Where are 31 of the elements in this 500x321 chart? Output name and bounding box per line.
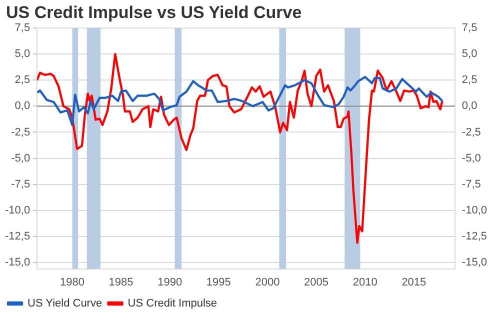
y-tick-label: 2,5 xyxy=(14,74,30,86)
y-tick-label: 5,0 xyxy=(14,48,30,60)
y-tick-label: 7,5 xyxy=(14,22,30,34)
x-tick-label: 1985 xyxy=(108,276,134,288)
x-tick-label: 2000 xyxy=(255,276,280,288)
y2-tick-label: -7,5 xyxy=(462,178,481,190)
y2-tick-label: 5,0 xyxy=(462,48,478,60)
legend-label: US Credit Impulse xyxy=(128,298,218,310)
legend-label: US Yield Curve xyxy=(28,298,102,310)
y-tick-label: -7,5 xyxy=(11,178,30,190)
y2-tick-label: 7,5 xyxy=(462,22,478,34)
y-tick-label: -15,0 xyxy=(4,256,30,269)
y2-tick-label: -2,5 xyxy=(462,126,481,138)
y-tick-label: -10,0 xyxy=(4,204,30,216)
y-tick-label: -5,0 xyxy=(11,152,30,164)
x-tick-label: 1995 xyxy=(206,276,231,288)
x-tick-label: 2010 xyxy=(352,276,378,288)
y-tick-label: -2,5 xyxy=(11,126,30,138)
y2-tick-label: 2,5 xyxy=(462,74,478,86)
y2-tick-label: 0,0 xyxy=(462,100,478,112)
y-tick-label: 0,0 xyxy=(14,100,30,112)
y2-tick-label: -10,0 xyxy=(462,204,488,216)
x-tick-label: 1980 xyxy=(60,276,84,288)
y-tick-label: -12,5 xyxy=(4,230,30,243)
x-tick-label: 1990 xyxy=(158,276,182,288)
x-tick-label: 2015 xyxy=(402,276,426,288)
y2-tick-label: -5,0 xyxy=(462,152,481,164)
x-tick-label: 2005 xyxy=(304,276,329,288)
y2-tick-label: -15,0 xyxy=(462,256,488,269)
chart-title: US Credit Impulse vs US Yield Curve xyxy=(6,3,302,23)
y2-tick-label: -12,5 xyxy=(462,230,488,243)
